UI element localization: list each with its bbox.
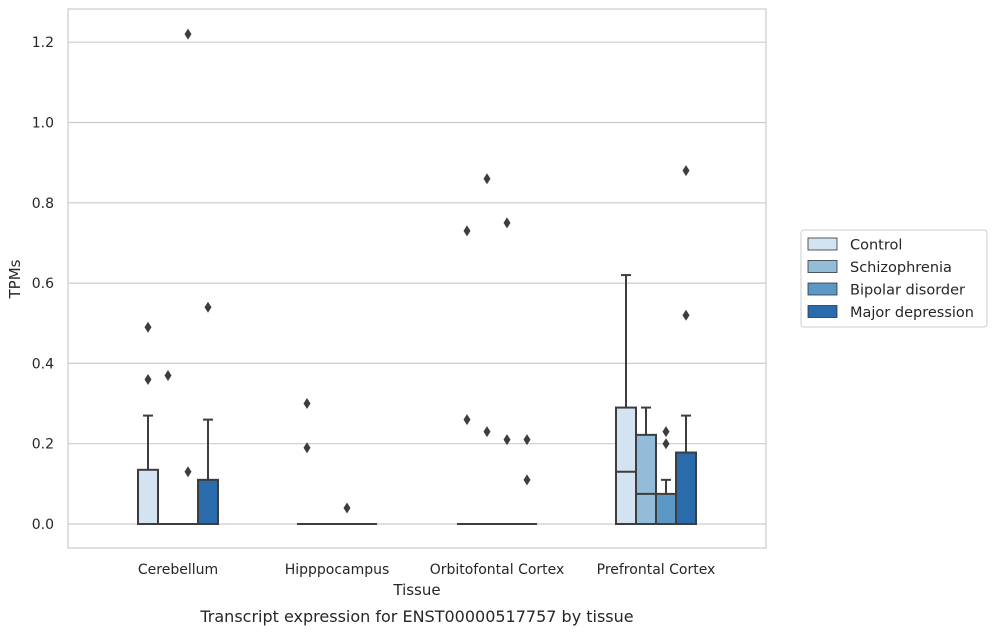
x-tick-label: Prefrontal Cortex — [597, 562, 716, 578]
box-Hipppocampus-Control — [297, 398, 317, 525]
legend-swatch — [807, 237, 838, 251]
legend-label: Bipolar disorder — [850, 283, 965, 299]
plot-frame — [67, 8, 767, 549]
box — [635, 433, 657, 526]
outlier-point — [503, 217, 511, 229]
x-tick-label: Orbitofontal Cortex — [430, 562, 565, 578]
box-Orbitofontal Cortex-Schizophrenia — [477, 173, 497, 525]
outlier-point — [483, 173, 491, 185]
box — [197, 478, 219, 525]
y-tick-label: 1.2 — [32, 35, 54, 51]
box-Prefrontal Cortex-Bipolar disorder — [655, 426, 677, 526]
outlier-point — [204, 301, 212, 313]
outlier-point — [463, 414, 471, 426]
legend-label: Major depression — [850, 305, 974, 321]
legend-swatch — [807, 305, 838, 318]
x-axis-label: Tissue — [392, 581, 440, 599]
outlier-point — [144, 373, 152, 385]
legend-item: Bipolar disorder — [807, 282, 965, 299]
legend-label: Control — [850, 238, 902, 254]
box-Orbitofontal Cortex-Bipolar disorder — [497, 217, 517, 525]
box-Hipppocampus-Bipolar disorder — [337, 502, 357, 525]
legend-swatch — [807, 282, 838, 296]
box-Cerebellum-Major depression — [197, 301, 219, 525]
legend-frame — [800, 229, 988, 328]
box-Prefrontal Cortex-Control — [615, 274, 637, 525]
outlier-point — [523, 434, 531, 446]
outlier-point — [184, 28, 192, 40]
box-Cerebellum-Bipolar disorder — [178, 28, 198, 525]
outlier-point — [523, 474, 531, 486]
outlier-point — [682, 165, 690, 177]
outlier-point — [164, 369, 172, 381]
box-Orbitofontal Cortex-Major depression — [517, 434, 537, 525]
legend-item: Major depression — [807, 305, 974, 321]
y-tick-label: 1.0 — [32, 116, 54, 132]
y-tick-label: 0.4 — [32, 356, 54, 372]
legend: Control Schizophrenia Bipolar disorder Majo… — [800, 229, 988, 328]
box-Cerebellum-Schizophrenia — [158, 369, 178, 525]
outlier-point — [682, 309, 690, 321]
outlier-point — [303, 398, 311, 410]
outlier-point — [463, 225, 471, 237]
box — [615, 406, 637, 525]
outlier-point — [343, 502, 351, 514]
y-tick-label: 0.6 — [32, 276, 54, 292]
x-tick-labels: Cerebellum Hipppocampus Orbitofontal Corte… — [138, 562, 715, 578]
y-gridlines — [68, 41, 766, 525]
outlier-point — [662, 426, 670, 438]
box — [675, 451, 697, 525]
outlier-point — [144, 321, 152, 333]
outlier-point — [184, 466, 192, 478]
y-axis-label: TPMs — [6, 259, 24, 299]
y-tick-labels: 0.0 0.2 0.4 0.6 0.8 1.0 1.2 — [32, 35, 54, 533]
box-Cerebellum-Control — [137, 321, 159, 525]
box — [655, 492, 677, 526]
x-tick-label: Cerebellum — [138, 562, 218, 578]
legend-item: Schizophrenia — [807, 260, 952, 276]
box-Orbitofontal Cortex-Control — [457, 225, 477, 525]
chart-caption: Transcript expression for ENST0000051775… — [199, 607, 633, 626]
x-tick-label: Hipppocampus — [285, 562, 390, 578]
box-Prefrontal Cortex-Major depression — [675, 165, 697, 525]
outlier-point — [662, 438, 670, 450]
y-tick-label: 0.8 — [32, 196, 54, 212]
outlier-point — [303, 442, 311, 454]
legend-item: Control — [807, 237, 902, 254]
y-tick-label: 0.2 — [32, 437, 54, 453]
legend-label: Schizophrenia — [850, 260, 952, 276]
outlier-point — [483, 426, 491, 438]
box-plots — [137, 28, 697, 526]
y-tick-label: 0.0 — [32, 517, 54, 533]
outlier-point — [503, 434, 511, 446]
box-Prefrontal Cortex-Schizophrenia — [635, 406, 657, 526]
box — [137, 468, 159, 525]
legend-swatch — [807, 260, 838, 273]
